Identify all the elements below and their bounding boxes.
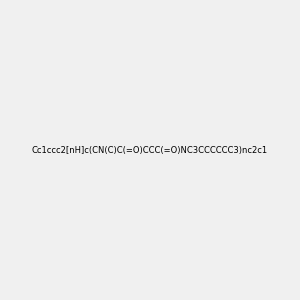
Text: Cc1ccc2[nH]c(CN(C)C(=O)CCC(=O)NC3CCCCCC3)nc2c1: Cc1ccc2[nH]c(CN(C)C(=O)CCC(=O)NC3CCCCCC3… <box>32 146 268 154</box>
